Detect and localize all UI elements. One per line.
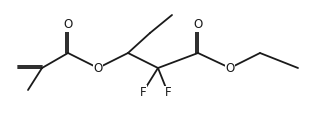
Text: O: O <box>63 19 73 31</box>
Text: O: O <box>93 61 103 74</box>
Text: F: F <box>165 87 171 99</box>
Text: F: F <box>140 86 146 99</box>
Text: O: O <box>225 61 235 74</box>
Text: O: O <box>193 19 203 31</box>
